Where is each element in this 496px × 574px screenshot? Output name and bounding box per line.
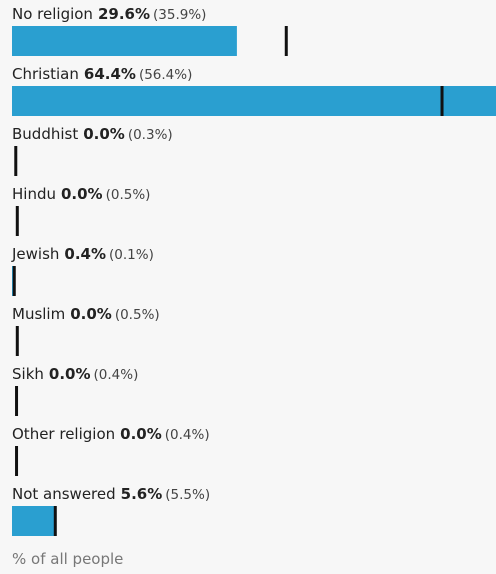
category-label: No religion bbox=[12, 5, 93, 23]
category-label: Christian bbox=[12, 65, 79, 83]
value-label: 0.0% bbox=[120, 425, 162, 443]
category-label: Jewish bbox=[11, 245, 59, 263]
comparison-label: (35.9%) bbox=[153, 7, 206, 23]
row-label: Sikh 0.0% (0.4%) bbox=[12, 365, 138, 383]
comparison-label: (0.4%) bbox=[94, 367, 139, 383]
comparison-marker bbox=[15, 206, 19, 236]
comparison-label: (5.5%) bbox=[165, 487, 210, 503]
value-label: 0.0% bbox=[49, 365, 91, 383]
comparison-label: (0.5%) bbox=[106, 187, 151, 203]
comparison-marker bbox=[440, 86, 444, 116]
category-label: Not answered bbox=[12, 485, 116, 503]
bar bbox=[12, 86, 496, 116]
value-label: 0.0% bbox=[61, 185, 103, 203]
row-label: No religion 29.6% (35.9%) bbox=[12, 5, 206, 23]
value-label: 0.4% bbox=[64, 245, 106, 263]
row-label: Buddhist 0.0% (0.3%) bbox=[12, 125, 173, 143]
comparison-label: (0.1%) bbox=[109, 247, 154, 263]
comparison-label: (0.5%) bbox=[115, 307, 160, 323]
row-label: Other religion 0.0% (0.4%) bbox=[12, 425, 210, 443]
comparison-marker bbox=[15, 326, 19, 356]
category-label: Buddhist bbox=[12, 125, 78, 143]
comparison-marker bbox=[284, 26, 288, 56]
comparison-label: (0.4%) bbox=[165, 427, 210, 443]
comparison-marker bbox=[14, 146, 18, 176]
comparison-label: (0.3%) bbox=[128, 127, 173, 143]
comparison-marker bbox=[53, 506, 57, 536]
value-label: 0.0% bbox=[70, 305, 112, 323]
value-label: 0.0% bbox=[83, 125, 125, 143]
category-label: Muslim bbox=[12, 305, 65, 323]
bar bbox=[12, 506, 55, 536]
category-label: Sikh bbox=[12, 365, 44, 383]
comparison-marker bbox=[15, 446, 19, 476]
comparison-label: (56.4%) bbox=[139, 67, 192, 83]
comparison-marker bbox=[15, 386, 19, 416]
comparison-marker bbox=[12, 266, 16, 296]
value-label: 64.4% bbox=[84, 65, 136, 83]
footnote: % of all people bbox=[12, 550, 123, 568]
category-label: Other religion bbox=[12, 425, 115, 443]
row-label: Jewish 0.4% (0.1%) bbox=[11, 245, 154, 263]
row-label: Not answered 5.6% (5.5%) bbox=[12, 485, 210, 503]
row-label: Christian 64.4% (56.4%) bbox=[12, 65, 192, 83]
row-label: Muslim 0.0% (0.5%) bbox=[12, 305, 160, 323]
row-label: Hindu 0.0% (0.5%) bbox=[12, 185, 150, 203]
bar bbox=[12, 26, 237, 56]
value-label: 5.6% bbox=[121, 485, 163, 503]
value-label: 29.6% bbox=[98, 5, 150, 23]
category-label: Hindu bbox=[12, 185, 56, 203]
